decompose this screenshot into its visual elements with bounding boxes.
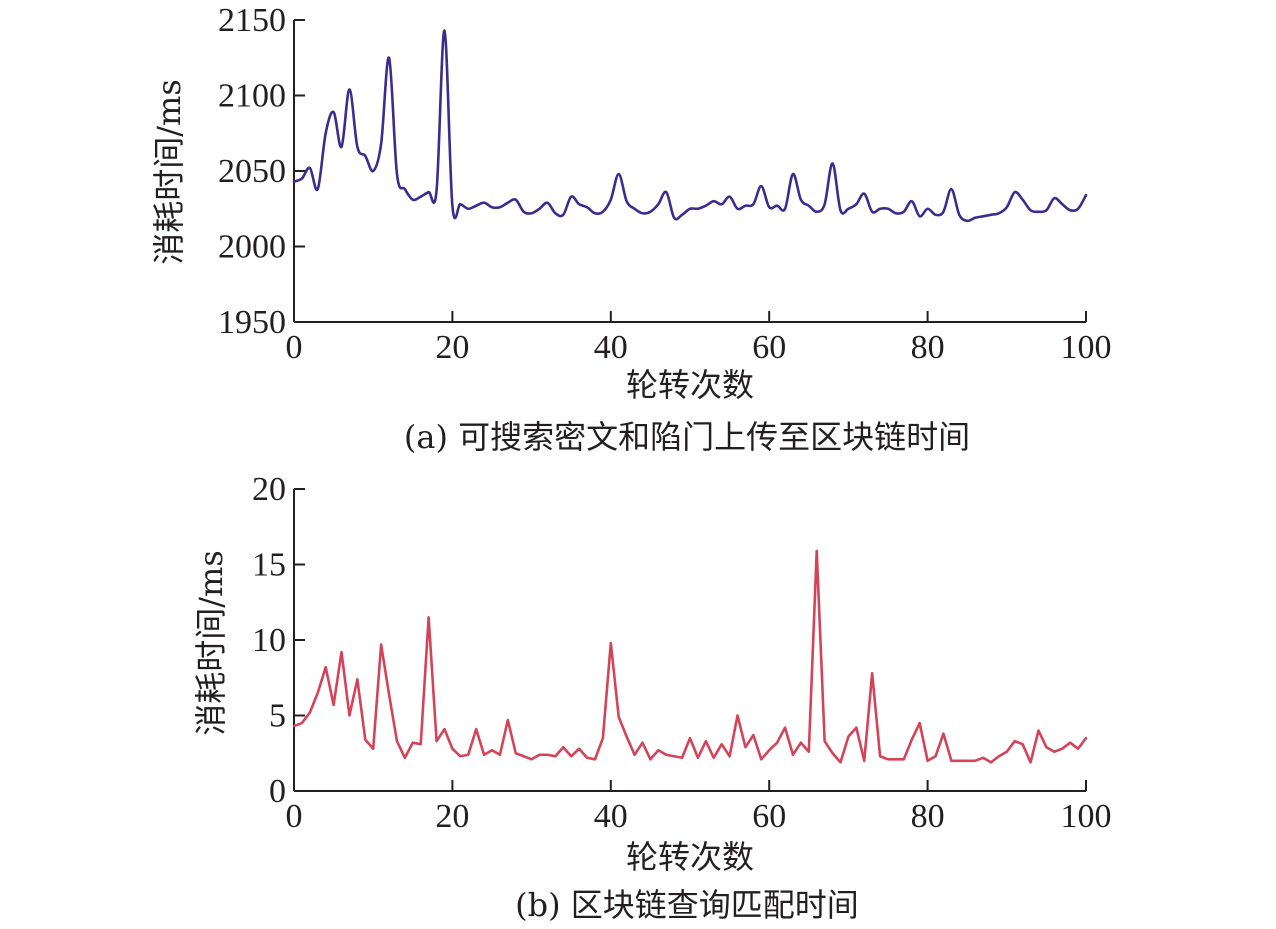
panel-b-x-tick-label: 0 (286, 798, 303, 835)
panel-a-x-tick-label: 20 (435, 329, 469, 366)
panel-a-series-line (292, 29, 1088, 223)
panel-b-y-tick-label: 15 (252, 547, 286, 584)
panel-b-ticks: 0 5 10 15 20 0 20 40 60 80 100 (252, 471, 1112, 835)
panel-b-y-tick-label: 5 (269, 698, 286, 735)
panel-a-y-tick-label: 2050 (218, 153, 286, 190)
panel-b-caption: (b) 区块链查询匹配时间 (515, 886, 859, 924)
panel-a-y-tick-label: 2150 (218, 2, 286, 39)
panel-a-caption: (a) 可搜索密文和陷门上传至区块链时间 (404, 418, 970, 456)
panel-a-y-axis-title: 消耗时间/ms (150, 79, 188, 265)
panel-a-y-tick-label: 2000 (218, 229, 286, 266)
panel-b: 0 5 10 15 20 0 20 40 60 80 100 消耗时间/ms 轮转次数 (b) 区块… (192, 471, 1112, 924)
panel-b-y-tick-label: 10 (252, 622, 286, 659)
panel-a-series (292, 29, 1088, 223)
panel-b-y-tick-label: 0 (269, 773, 286, 810)
panel-a-y-tick-label: 1950 (218, 304, 286, 341)
panel-a: 1950 2000 2050 2100 2150 0 20 40 60 80 100 消耗时间/ms… (150, 2, 1112, 456)
panel-a-plot-lines (293, 20, 1086, 323)
panel-b-x-tick-label: 40 (594, 798, 628, 835)
panel-b-x-tick-label: 100 (1061, 798, 1112, 835)
panel-a-y-tick-label: 2100 (218, 78, 286, 115)
panel-b-x-tick-label: 80 (911, 798, 945, 835)
panel-a-x-tick-label: 40 (594, 329, 628, 366)
panel-b-plot-lines (293, 489, 1086, 792)
panel-a-ticks: 1950 2000 2050 2100 2150 0 20 40 60 80 100 (218, 2, 1112, 366)
panel-b-x-tick-label: 60 (752, 798, 786, 835)
panel-b-y-axis-title: 消耗时间/ms (192, 550, 230, 736)
panel-a-x-axis-title: 轮转次数 (626, 366, 754, 404)
panel-b-x-tick-label: 20 (435, 798, 469, 835)
panel-b-x-axis-title: 轮转次数 (626, 838, 754, 876)
panel-b-series-line (292, 549, 1088, 764)
panel-b-series (292, 549, 1088, 764)
panel-b-y-tick-label: 20 (252, 471, 286, 508)
panel-a-x-tick-label: 100 (1061, 329, 1112, 366)
panel-a-x-tick-label: 80 (911, 329, 945, 366)
panel-a-x-tick-label: 0 (286, 329, 303, 366)
panel-a-x-tick-label: 60 (752, 329, 786, 366)
